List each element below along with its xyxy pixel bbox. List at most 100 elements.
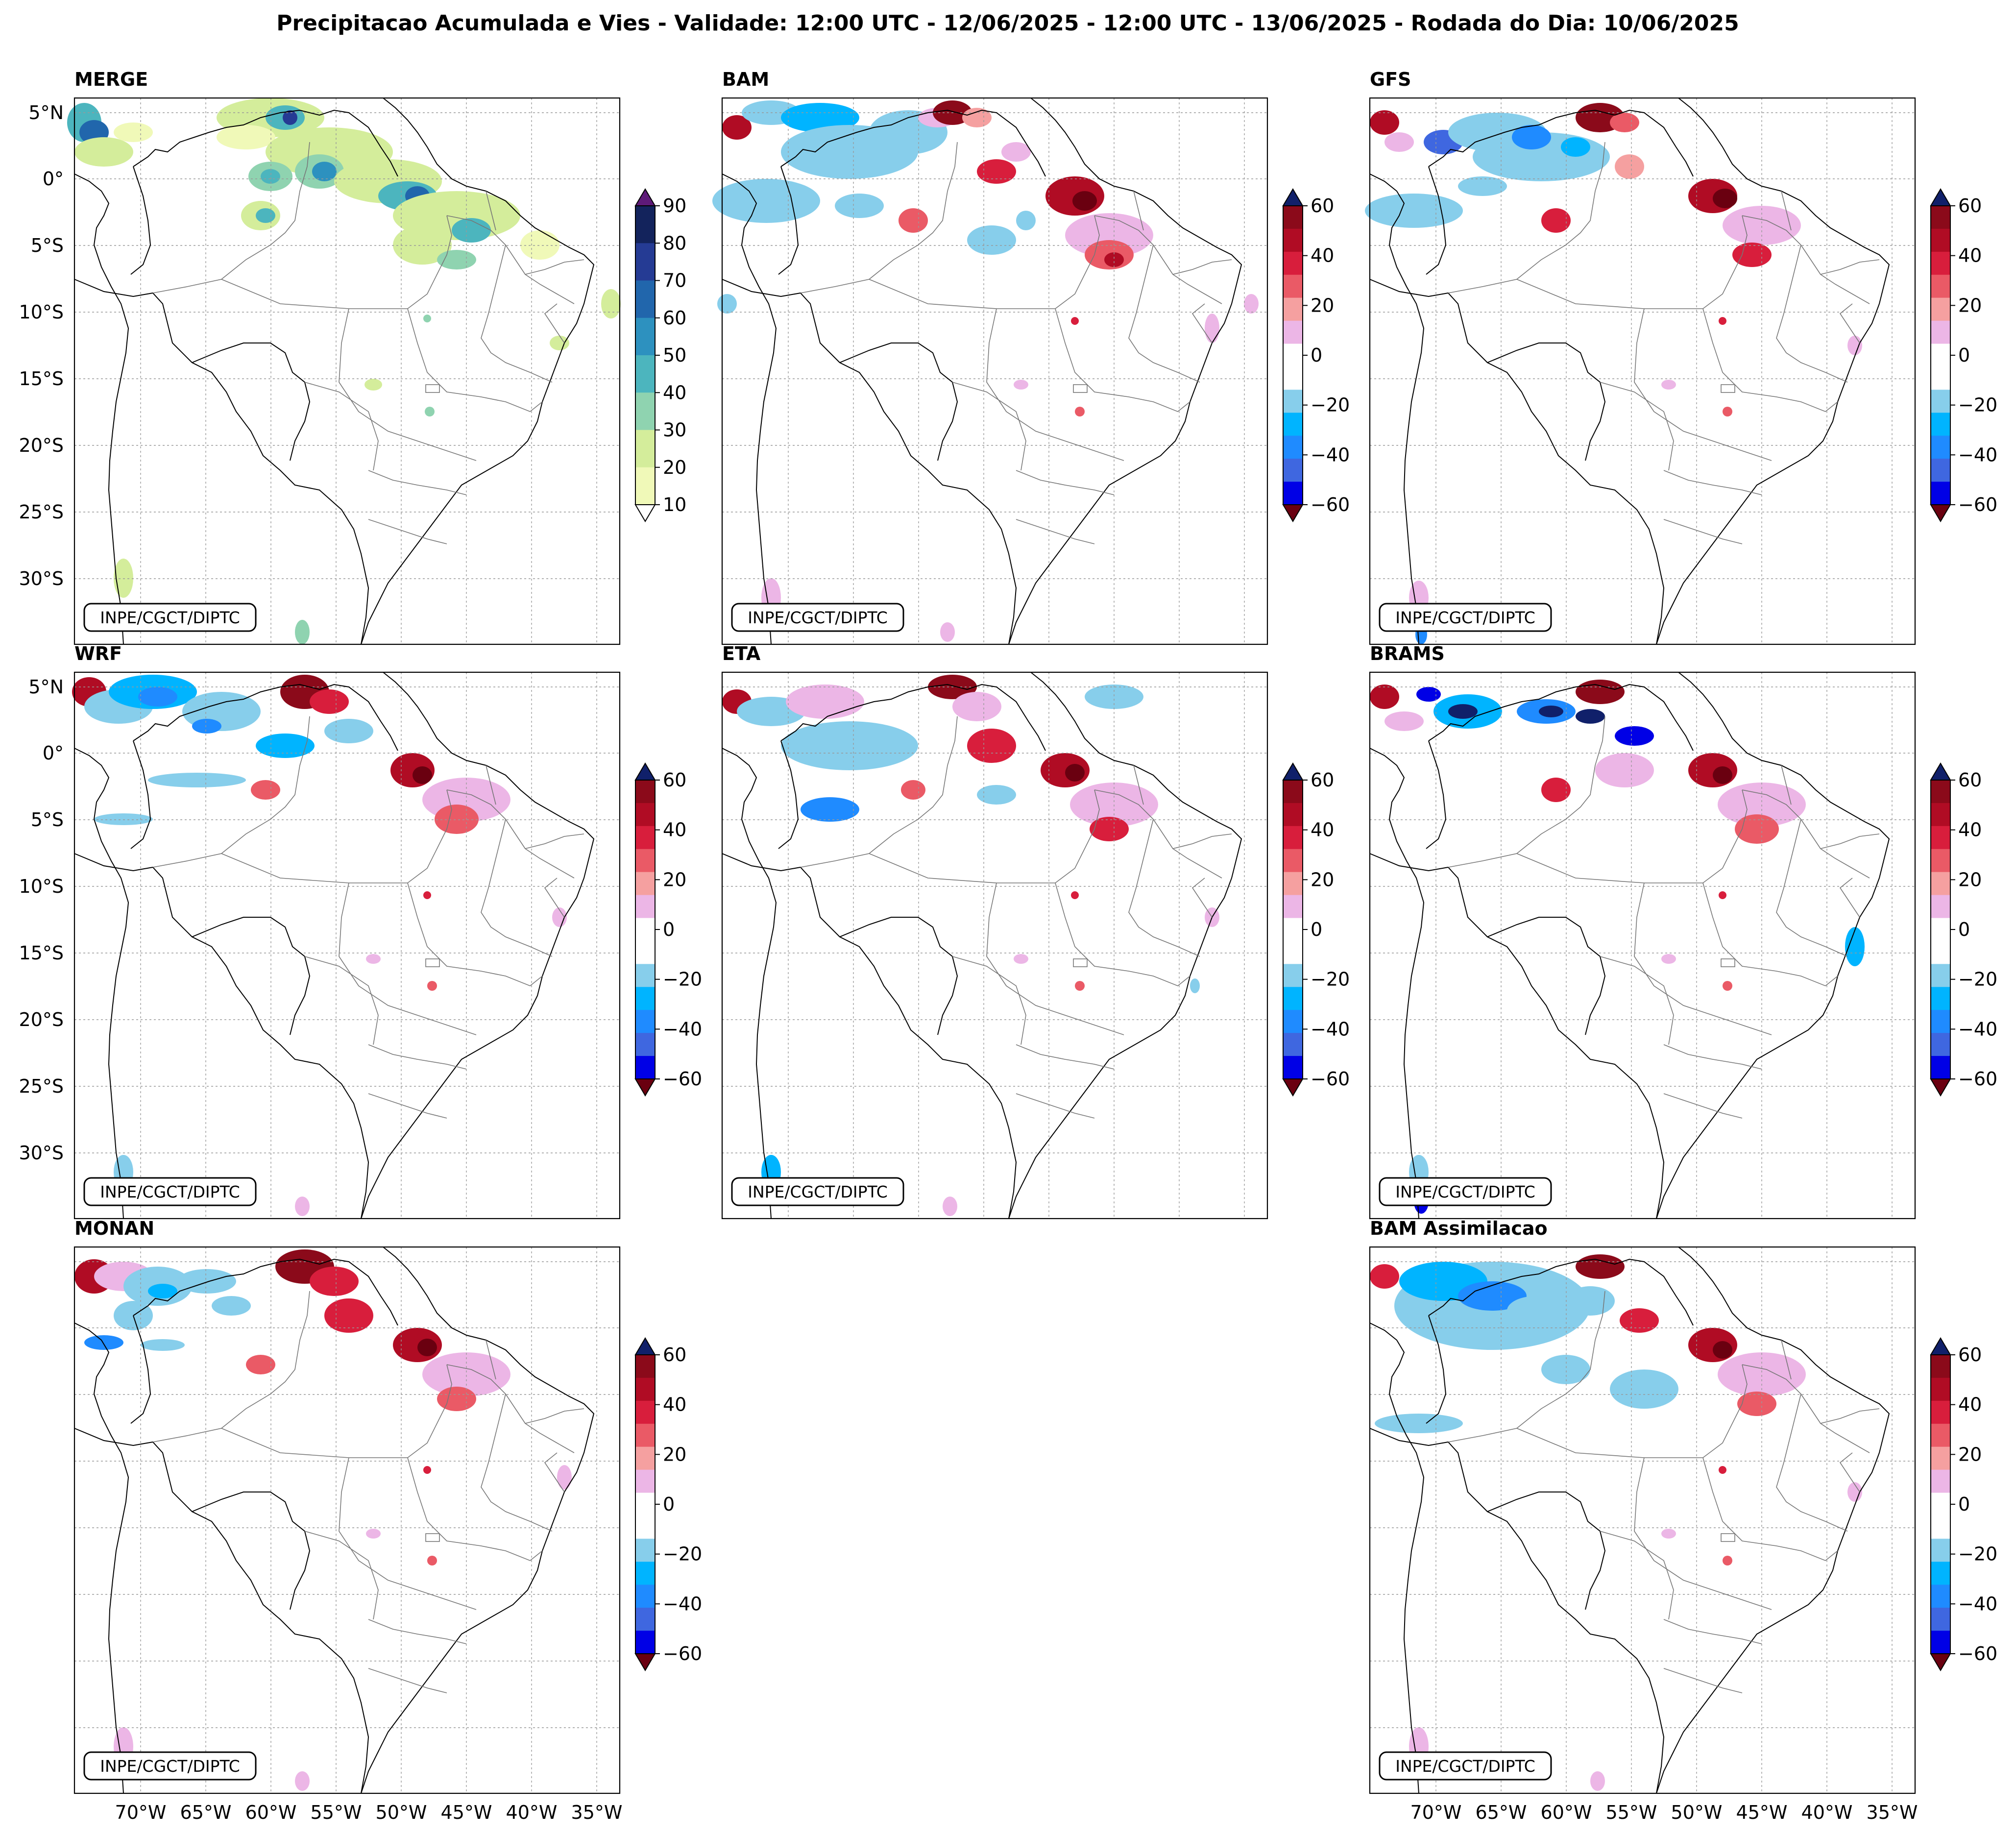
colorbar-extend-high [1930,1337,1951,1355]
colorbar-tick-label: −40 [1958,1593,1997,1614]
panel-wrf [72,671,621,1220]
colorbar-segment [1931,964,1950,987]
colorbar-segment [1283,1010,1303,1033]
svg-text:INPE/CGCT/DIPTC: INPE/CGCT/DIPTC [1395,608,1535,627]
colorbar-segment [1283,251,1303,275]
panel-title-eta: ETA [722,643,761,664]
colorbar-extend-low [634,504,656,522]
credit-box: INPE/CGCT/DIPTC [83,1751,257,1781]
colorbar-extend-high [1282,762,1304,781]
panel-merge [67,97,621,645]
colorbar-segment [1931,1516,1950,1539]
colorbar-bam: 60 40 20 0 −20 −40 −60 [1282,188,1350,522]
colorbar-segment [1283,803,1303,827]
svg-text:50°W: 50°W [376,1802,427,1823]
colorbar-tick-label: 20 [1958,294,1982,316]
colorbar-segment [635,1056,655,1079]
colorbar-tick-label: 60 [663,307,686,329]
colorbar-segment [1931,849,1950,873]
bias-field-monan [74,1249,572,1791]
colorbar-tick-label: −40 [1958,444,1997,465]
svg-text:5°N: 5°N [28,676,64,698]
colorbar-tick-label: 40 [1958,819,1982,841]
colorbar-tick-label: 20 [1958,869,1982,890]
colorbar-segment [1283,849,1303,873]
colorbar-tick-label: −60 [1311,1068,1350,1090]
colorbar-tick-label: −20 [1311,969,1350,990]
colorbars: 10 20 30 40 50 60 70 80 90 60 40 20 0 −20 −40 −60 60 40 20… [634,188,1997,1671]
colorbar-segment [1931,1377,1950,1401]
svg-text:65°W: 65°W [1476,1802,1527,1823]
colorbar-segment [1931,826,1950,850]
colorbar-segment [1931,1400,1950,1424]
colorbar-segment [635,918,655,941]
panel-title-monan: MONAN [74,1218,154,1239]
colorbar-segment [635,803,655,827]
panel-title-gfs: GFS [1370,69,1411,90]
colorbar-segment [635,941,655,964]
colorbar-segment [1931,1423,1950,1447]
colorbar-tick-label: 20 [1958,1443,1982,1465]
bias-field-bam [712,100,1259,642]
panel-title-bam-assimilacao: BAM Assimilacao [1370,1218,1548,1239]
colorbar-extend-low [1282,504,1304,522]
svg-text:35°W: 35°W [1867,1802,1918,1823]
colorbar-segment [635,964,655,987]
colorbar-segment [1283,274,1303,298]
colorbar-segment [1283,941,1303,964]
svg-text:25°S: 25°S [19,1076,64,1097]
colorbar-segment [1931,367,1950,390]
colorbar-segment [635,1492,655,1516]
credit-box: INPE/CGCT/DIPTC [1379,1751,1552,1781]
colorbar-segment [1931,1562,1950,1585]
colorbar-tick-label: −60 [663,1643,702,1664]
colorbar-tick-label: 0 [663,919,675,940]
colorbar-segment [635,1585,655,1608]
colorbar-segment [635,987,655,1010]
map-frame [1369,1246,1916,1794]
colorbar-tick-label: −60 [1958,1643,1997,1664]
colorbar-segment [635,1562,655,1585]
colorbar-segment [1931,274,1950,298]
colorbar-tick-label: 20 [663,457,686,478]
colorbar-extend-low [634,1078,656,1097]
panel-title-brams: BRAMS [1370,643,1445,664]
colorbar-tick-label: 40 [1311,819,1334,841]
credit-box: INPE/CGCT/DIPTC [1379,603,1552,632]
colorbar-extend-high [1282,188,1304,206]
colorbar-segment [1283,390,1303,413]
colorbar-segment [1283,1056,1303,1079]
map-frame [721,671,1268,1220]
colorbar-segment [635,206,655,244]
colorbar-tick-label: 60 [1958,769,1982,791]
colorbar-segment [1283,780,1303,804]
colorbar-tick-label: 20 [1311,869,1334,890]
colorbar-segment [1931,343,1950,367]
colorbar-tick-label: 50 [663,344,686,366]
colorbar-tick-label: 70 [663,270,686,292]
lon-labels-right: 70°W 65°W 60°W 55°W 50°W 45°W 40°W 35°W [1410,1802,1918,1823]
svg-text:10°S: 10°S [19,301,64,323]
lon-labels-left: 70°W 65°W 60°W 55°W 50°W 45°W 40°W 35°W [115,1802,623,1823]
colorbar-segment [1931,228,1950,252]
colorbar-segment [635,780,655,804]
colorbar-segment [1283,297,1303,321]
colorbar-segment [1931,1631,1950,1654]
colorbar-segment [1931,803,1950,827]
colorbar-segment [635,1355,655,1378]
colorbar-segment [635,318,655,356]
colorbar-segment [1283,872,1303,896]
colorbar-segment [1931,1608,1950,1631]
colorbar-segment [1283,482,1303,505]
colorbar-tick-label: −20 [1311,394,1350,416]
colorbar-segment [635,872,655,896]
svg-text:INPE/CGCT/DIPTC: INPE/CGCT/DIPTC [1395,1182,1535,1201]
colorbar-tick-label: 40 [663,382,686,403]
colorbar-tick-label: 0 [1311,344,1322,366]
colorbar-segment [635,1010,655,1033]
colorbar-extend-low [1930,1078,1951,1097]
svg-text:0°: 0° [43,168,64,190]
colorbar-tick-label: −40 [663,1593,702,1614]
colorbar-segment [1283,1033,1303,1056]
colorbar-segment [635,826,655,850]
